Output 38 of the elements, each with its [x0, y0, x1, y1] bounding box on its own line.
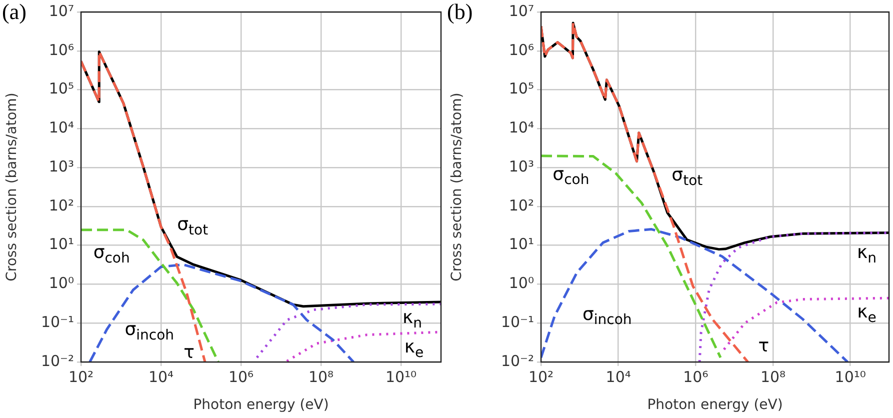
y-tick-label: 10⁰	[508, 274, 534, 292]
series-label: τ	[758, 335, 770, 356]
y-tick-label: 10⁴	[48, 118, 74, 137]
x-tick-label: 10¹⁰	[385, 368, 417, 386]
y-axis-title: Cross section (barns/atom)	[4, 92, 20, 282]
x-tick-label: 10⁴	[148, 368, 174, 386]
y-tick-label: 10³	[508, 157, 534, 176]
y-tick-label: 10⁻²	[40, 352, 74, 370]
y-tick-label: 10⁶	[508, 40, 534, 59]
y-tick-label: 10⁵	[48, 80, 74, 98]
x-axis-title: Photon energy (eV)	[647, 397, 783, 414]
x-tick-label: 10¹⁰	[834, 368, 866, 386]
y-tick-label: 10⁶	[48, 40, 74, 59]
y-tick-label: 10⁵	[508, 80, 534, 98]
chart-title: (a)	[2, 0, 26, 24]
y-tick-label: 10⁻²	[500, 352, 534, 370]
x-tick-label: 10²	[68, 368, 94, 386]
y-tick-label: 10⁴	[508, 118, 534, 137]
x-tick-label: 10⁸	[760, 368, 786, 386]
y-tick-label: 10⁷	[508, 2, 534, 20]
x-tick-label: 10⁶	[228, 368, 254, 386]
y-tick-label: 10⁷	[48, 2, 74, 20]
y-tick-label: 10⁰	[48, 274, 74, 292]
y-tick-label: 10⁻¹	[500, 313, 534, 331]
y-tick-label: 10²	[48, 196, 74, 214]
y-tick-label: 10¹	[48, 235, 74, 254]
y-tick-label: 10¹	[508, 235, 534, 254]
x-axis-title: Photon energy (eV)	[193, 397, 329, 414]
chart-title: (b)	[447, 0, 473, 24]
y-tick-label: 10³	[48, 157, 74, 176]
y-tick-label: 10²	[508, 196, 534, 214]
x-tick-label: 10⁴	[606, 368, 631, 386]
series-label: τ	[184, 342, 194, 363]
x-tick-label: 10⁸	[308, 368, 334, 386]
x-tick-label: 10⁶	[683, 368, 708, 386]
y-axis-title: Cross section (barns/atom)	[449, 92, 466, 282]
y-tick-label: 10⁻¹	[40, 313, 74, 331]
x-tick-label: 10²	[528, 368, 554, 386]
